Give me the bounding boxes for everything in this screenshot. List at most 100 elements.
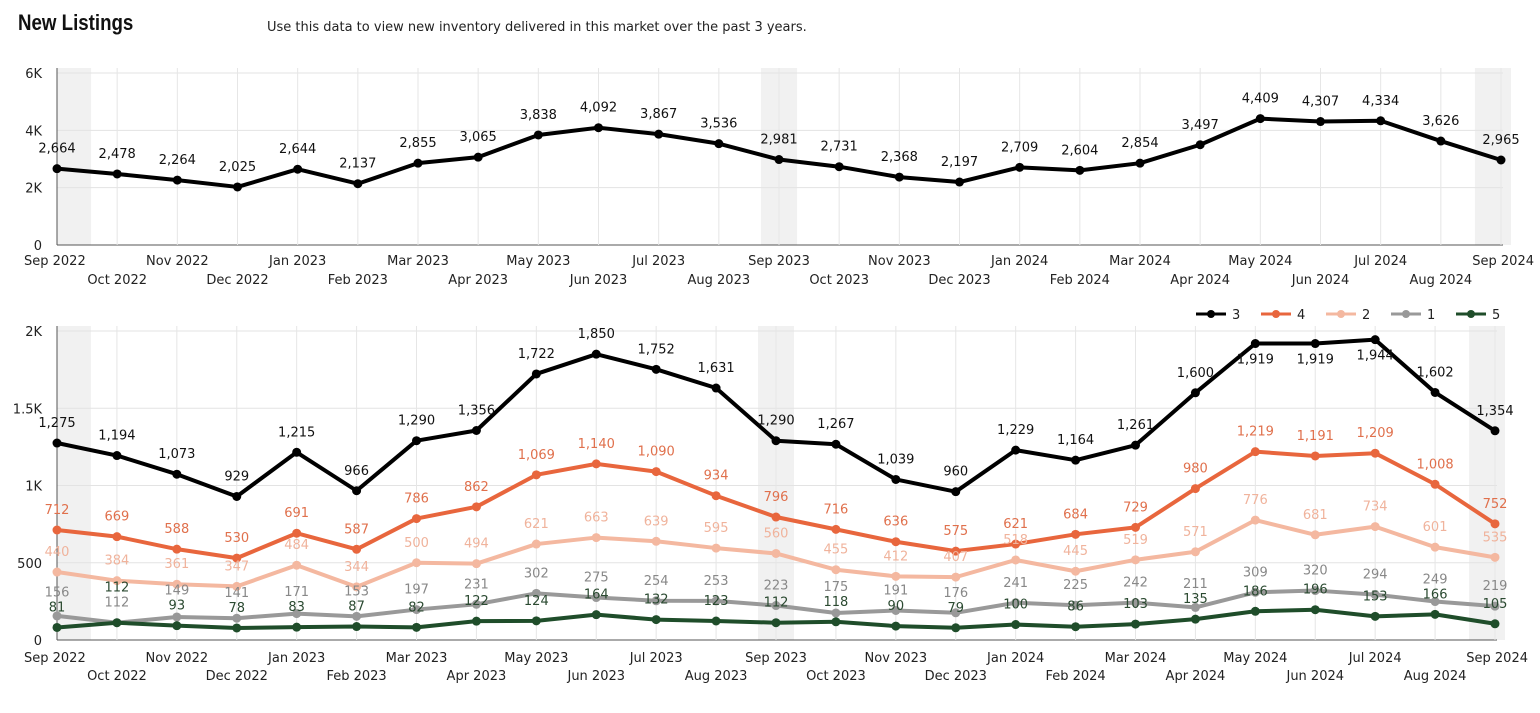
data-point — [1190, 602, 1200, 612]
data-point — [1131, 598, 1140, 608]
legend-item-4: 4 — [1261, 308, 1305, 323]
data-label: 3,838 — [520, 108, 557, 123]
data-point — [1316, 117, 1325, 127]
y-tick-label: 1.5K — [13, 402, 43, 417]
data-point — [1490, 519, 1500, 529]
data-point — [471, 559, 481, 569]
data-label: 1,944 — [1357, 349, 1394, 364]
data-label: 571 — [1183, 525, 1208, 540]
x-tick-label: May 2023 — [506, 254, 570, 269]
data-label: 1,008 — [1416, 457, 1453, 472]
data-label: 929 — [224, 469, 249, 484]
x-tick-label: Mar 2023 — [386, 651, 448, 666]
data-label: 1,752 — [638, 342, 675, 357]
x-tick-label: Jan 2024 — [986, 651, 1044, 666]
x-tick-label: Sep 2022 — [24, 254, 86, 269]
data-point — [412, 436, 421, 446]
data-label: 796 — [764, 490, 789, 505]
data-point — [1430, 597, 1440, 607]
data-point — [591, 349, 601, 359]
data-label: 112 — [105, 596, 130, 611]
data-point — [172, 175, 182, 185]
data-label: 2,965 — [1482, 133, 1519, 148]
data-point — [172, 621, 182, 631]
data-label: 344 — [344, 560, 369, 575]
data-label: 135 — [1183, 592, 1208, 607]
data-point — [1370, 611, 1380, 621]
data-label: 3,536 — [700, 117, 737, 132]
data-point — [1071, 529, 1081, 539]
data-point — [1011, 445, 1021, 455]
y-tick-label: 0 — [34, 634, 42, 649]
x-tick-label: Jan 2023 — [267, 651, 325, 666]
data-point — [1370, 448, 1380, 458]
data-point — [352, 582, 362, 592]
x-tick-label: Feb 2024 — [1050, 273, 1110, 288]
data-label: 122 — [464, 594, 489, 609]
data-label: 2,604 — [1061, 143, 1098, 158]
data-point — [891, 537, 901, 547]
x-tick-label: Jan 2024 — [990, 254, 1048, 269]
data-label: 90 — [888, 599, 905, 614]
legend-label: 4 — [1297, 308, 1305, 323]
data-label: 669 — [105, 510, 130, 525]
data-point — [112, 618, 122, 628]
data-label: 223 — [764, 579, 789, 594]
data-point — [1071, 566, 1081, 576]
data-label: 83 — [288, 600, 305, 615]
x-tick-label: Nov 2023 — [865, 651, 928, 666]
data-point — [834, 162, 844, 172]
data-label: 2,664 — [38, 142, 75, 157]
data-point — [951, 546, 961, 556]
data-label: 361 — [164, 557, 189, 572]
x-tick-label: Sep 2022 — [24, 651, 86, 666]
data-label: 123 — [704, 594, 729, 609]
data-point — [711, 616, 721, 626]
data-point — [1135, 158, 1145, 168]
x-tick-label: Sep 2023 — [748, 254, 810, 269]
data-label: 86 — [1067, 600, 1084, 615]
period-shade — [1469, 326, 1505, 640]
data-label: 440 — [45, 545, 70, 560]
data-point — [1370, 590, 1380, 600]
data-label: 3,065 — [460, 130, 497, 145]
data-point — [471, 599, 481, 609]
data-label: 518 — [1003, 533, 1028, 548]
data-label: 105 — [1483, 597, 1508, 612]
data-label: 1,140 — [578, 437, 615, 452]
data-point — [1310, 451, 1320, 461]
data-label: 1,354 — [1476, 404, 1513, 419]
data-point — [1370, 522, 1380, 532]
data-point — [412, 558, 421, 568]
data-label: 320 — [1303, 564, 1328, 579]
data-label: 1,069 — [518, 448, 555, 463]
data-label: 171 — [284, 585, 309, 600]
data-label: 175 — [824, 580, 849, 595]
series-3-bedroom — [52, 335, 1500, 501]
data-point — [292, 528, 302, 538]
data-label: 2,854 — [1121, 136, 1158, 151]
series-2-bedroom — [52, 515, 1500, 592]
data-point — [651, 536, 661, 546]
x-tick-label: Dec 2022 — [206, 273, 268, 288]
data-label: 2,709 — [1001, 140, 1038, 155]
data-point — [232, 553, 242, 563]
data-label: 1,722 — [518, 347, 555, 362]
data-point — [591, 593, 601, 603]
data-label: 79 — [947, 601, 964, 616]
x-tick-label: Mar 2024 — [1109, 254, 1171, 269]
data-label: 103 — [1123, 597, 1148, 612]
data-point — [1071, 600, 1081, 610]
data-label: 980 — [1183, 462, 1208, 477]
x-tick-label: Aug 2024 — [1410, 273, 1473, 288]
data-point — [112, 169, 122, 179]
data-point — [1190, 484, 1200, 494]
data-labels: 2,664 2,478 2,264 2,025 2,644 2,137 2,855 3,065… — [38, 92, 1519, 175]
x-tick-label: Nov 2022 — [146, 254, 209, 269]
x-tick-label: Dec 2023 — [925, 669, 987, 684]
x-tick-label: Jul 2023 — [631, 254, 685, 269]
data-label: 734 — [1363, 500, 1388, 515]
legend-label: 3 — [1232, 308, 1240, 323]
data-point — [172, 469, 182, 479]
